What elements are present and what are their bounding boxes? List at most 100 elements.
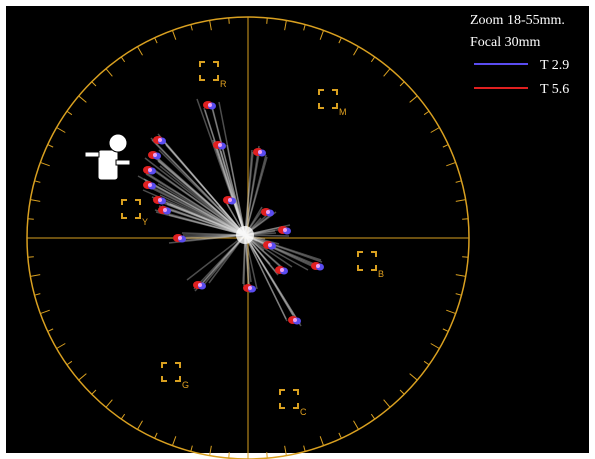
- legend-line: Zoom 18-55mm.: [470, 13, 565, 28]
- scope-tick: [66, 360, 73, 366]
- target-box: [135, 199, 141, 205]
- trace-point: [153, 153, 157, 157]
- target-box: [332, 103, 338, 109]
- trace-point: [198, 283, 202, 287]
- trace-streak: [158, 205, 246, 236]
- scope-tick: [34, 180, 41, 183]
- trace-streak: [220, 150, 246, 236]
- trace-center: [236, 226, 254, 244]
- trace-streak: [150, 137, 246, 236]
- trace-point: [268, 243, 272, 247]
- trace-point: [148, 183, 152, 187]
- scope-tick: [455, 199, 466, 202]
- trace-streak: [244, 234, 294, 316]
- scope-tick: [399, 81, 405, 87]
- scope-tick: [30, 274, 41, 277]
- trace-streak: [157, 183, 246, 236]
- trace-streak: [244, 151, 254, 236]
- trace-streak: [162, 207, 246, 236]
- scope-tick: [78, 373, 87, 381]
- trace-streak: [226, 144, 246, 236]
- scope-tick: [40, 161, 50, 167]
- scope-tick: [266, 452, 268, 459]
- trace-streak: [143, 178, 246, 236]
- scope-tick: [462, 218, 469, 220]
- trace-streak: [200, 234, 246, 286]
- trace-streak: [244, 234, 309, 271]
- scope-tick: [442, 144, 449, 148]
- trace-streak: [151, 196, 246, 236]
- scope-tick: [66, 110, 73, 116]
- trace-streak: [150, 151, 246, 236]
- target-box: [121, 199, 127, 205]
- trace-streak: [159, 194, 246, 236]
- scope-tick: [91, 81, 97, 87]
- target-label: G: [182, 380, 189, 390]
- target-box: [199, 61, 205, 67]
- trace-streak: [244, 234, 287, 320]
- trace-point: [178, 236, 182, 240]
- scope-tick: [399, 389, 405, 395]
- targets: R M Y B G C: [121, 61, 384, 417]
- scope-tick: [423, 110, 430, 116]
- trace-point: [266, 210, 270, 214]
- trace-streak: [244, 234, 322, 261]
- scope-tick: [228, 452, 230, 459]
- trace-streak: [166, 203, 246, 236]
- trace-streak: [204, 109, 246, 236]
- scope-tick: [27, 256, 34, 258]
- scope-tick: [91, 389, 97, 395]
- scope-tick: [137, 420, 143, 430]
- scope-tick: [209, 445, 212, 456]
- trace-streak: [244, 156, 268, 236]
- trace-streak: [145, 173, 246, 236]
- trace-streak: [244, 234, 323, 263]
- trace-streak: [244, 234, 301, 325]
- trace-point: [148, 168, 152, 172]
- trace-streak: [193, 234, 246, 290]
- trace-point: [158, 198, 162, 202]
- scope-tick: [319, 436, 325, 446]
- target-box: [293, 403, 299, 409]
- trace-streak: [152, 155, 246, 236]
- scope-tick: [56, 127, 66, 133]
- scope-tick: [56, 343, 66, 349]
- trace-streak: [196, 98, 246, 236]
- scope-tick: [455, 274, 466, 277]
- scope-tick: [105, 399, 113, 408]
- trace-streak: [165, 201, 246, 236]
- trace-point: [283, 228, 287, 232]
- target-label: B: [378, 269, 384, 279]
- trace-streak: [151, 139, 246, 236]
- target-box: [213, 61, 219, 67]
- target-box: [135, 213, 141, 219]
- scope-tick: [319, 30, 325, 40]
- scope-tick: [383, 68, 391, 77]
- trace-streak: [186, 234, 246, 281]
- legend-line: Focal 30mm: [470, 35, 540, 50]
- trace-streak: [210, 103, 246, 236]
- scope-tick: [430, 127, 440, 133]
- trace-streak: [244, 149, 253, 236]
- trace-streak: [183, 234, 246, 238]
- scope-tick: [455, 293, 462, 296]
- scope-tick: [154, 37, 158, 44]
- traces: [137, 98, 324, 327]
- scope-tick: [190, 445, 193, 452]
- target-label: R: [220, 79, 227, 89]
- scope-tick: [228, 17, 230, 24]
- target-label: M: [339, 107, 347, 117]
- target-box: [357, 265, 363, 271]
- scope-tick: [30, 199, 41, 202]
- trace-streak: [244, 234, 251, 294]
- trace-streak: [218, 101, 246, 236]
- trace-streak: [144, 171, 246, 236]
- trace-streak: [244, 234, 250, 292]
- trace-streak: [244, 234, 295, 318]
- scope-tick: [455, 180, 462, 183]
- trace-streak: [150, 187, 246, 236]
- trace-point: [248, 286, 252, 290]
- scope-tick: [462, 256, 469, 258]
- trace-streak: [212, 139, 246, 236]
